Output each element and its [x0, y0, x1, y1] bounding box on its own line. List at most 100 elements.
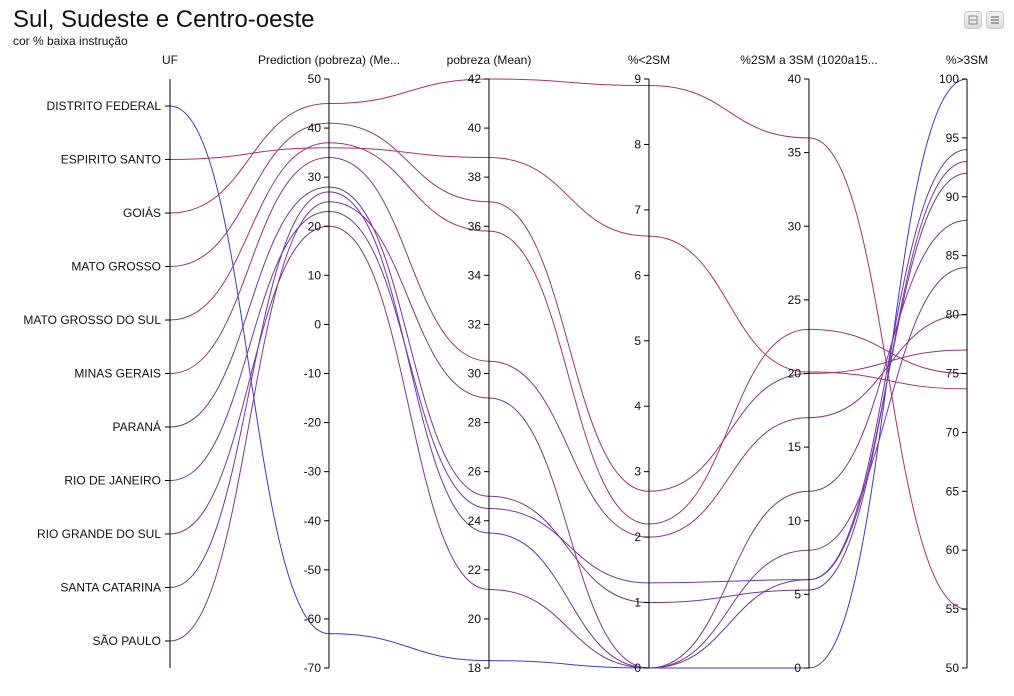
axis-title[interactable]: %>3SM: [946, 53, 988, 67]
tick-label: 20: [308, 219, 322, 233]
axis-uf: UF DISTRITO FEDERAL ESPIRITO SANTO GOIÁS MAT…: [23, 53, 178, 668]
category-label: SANTA CATARINA: [60, 581, 161, 595]
tick-label: 35: [788, 146, 802, 160]
axis-pob: pobreza (Mean) 42 40 38 36 34 32 30 28 26 24 22 20 18: [447, 53, 532, 675]
axis-mid: %2SM a 3SM (1020a15... 40 35 30 25 20 15 10 5 0: [740, 53, 877, 675]
tick-label: 9: [634, 72, 641, 86]
series-line-9[interactable]: [169, 149, 968, 669]
axis-title[interactable]: pobreza (Mean): [447, 53, 532, 67]
tick-label: 50: [946, 661, 960, 675]
tick-label: 8: [634, 137, 641, 151]
tick-label: 15: [788, 440, 802, 454]
tick-label: 0: [314, 317, 321, 331]
tick-label: -20: [304, 416, 322, 430]
category-label: MATO GROSSO: [71, 260, 161, 274]
tick-label: 70: [946, 425, 960, 439]
tick-label: 75: [946, 367, 960, 381]
hamburger-menu-icon: [991, 16, 999, 24]
axes: UF DISTRITO FEDERAL ESPIRITO SANTO GOIÁS MAT…: [23, 53, 988, 675]
tick-label: -50: [304, 563, 322, 577]
tick-label: 50: [308, 72, 322, 86]
tick-label: -10: [304, 367, 322, 381]
tick-label: 65: [946, 484, 960, 498]
tick-label: 90: [946, 190, 960, 204]
tick-label: 26: [468, 465, 482, 479]
axis-title[interactable]: UF: [162, 53, 178, 67]
tick-label: 60: [946, 543, 960, 557]
menu-button[interactable]: [986, 11, 1004, 29]
minimize-icon: [968, 15, 978, 25]
tick-label: 30: [308, 170, 322, 184]
chart-toolbar: [964, 11, 1004, 29]
tick-label: 5: [794, 587, 801, 601]
tick-label: 0: [794, 661, 801, 675]
series-line-2[interactable]: [169, 78, 968, 610]
tick-label: 42: [468, 72, 482, 86]
axis-title[interactable]: %2SM a 3SM (1020a15...: [740, 53, 877, 67]
tick-label: 80: [946, 308, 960, 322]
tick-label: 24: [468, 514, 482, 528]
axis-pred: Prediction (pobreza) (Me... 50 40 30 20 10 0 -1…: [258, 53, 400, 675]
category-label: MATO GROSSO DO SUL: [23, 313, 161, 327]
tick-label: 40: [308, 121, 322, 135]
series-line-4[interactable]: [169, 142, 968, 525]
category-label: ESPIRITO SANTO: [61, 153, 161, 167]
series-line-5[interactable]: [169, 157, 968, 538]
axis-title[interactable]: Prediction (pobreza) (Me...: [258, 53, 400, 67]
axis-gt3: %>3SM 100 95 90 85 80 75 70 65 60 55 50: [939, 53, 988, 675]
tick-label: 0: [634, 661, 641, 675]
series-line-6[interactable]: [169, 160, 968, 604]
tick-label: 4: [634, 399, 641, 413]
tick-label: 1: [634, 596, 641, 610]
category-label: PARANÁ: [113, 419, 161, 434]
axis-lt2: %<2SM 9 8 7 6 5 4 3 2 1 0: [628, 53, 670, 675]
tick-label: 28: [468, 416, 482, 430]
tick-label: 85: [946, 249, 960, 263]
tick-label: 10: [788, 514, 802, 528]
tick-label: -70: [304, 661, 322, 675]
axis-title[interactable]: %<2SM: [628, 53, 670, 67]
tick-label: 22: [468, 563, 482, 577]
tick-label: 34: [468, 268, 482, 282]
tick-label: 6: [634, 268, 641, 282]
tick-label: 32: [468, 317, 482, 331]
chart-title: Sul, Sudeste e Centro-oeste: [13, 6, 315, 33]
category-label: RIO GRANDE DO SUL: [37, 527, 161, 541]
tick-label: 3: [634, 465, 641, 479]
tick-label: 55: [946, 602, 960, 616]
tick-label: -60: [304, 612, 322, 626]
tick-label: 20: [468, 612, 482, 626]
chart-subtitle: cor % baixa instrução: [13, 34, 128, 48]
tick-label: 100: [939, 72, 959, 86]
tick-label: 38: [468, 170, 482, 184]
tick-label: 36: [468, 219, 482, 233]
tick-label: 40: [788, 72, 802, 86]
tick-label: 40: [468, 121, 482, 135]
series-line-0[interactable]: [169, 78, 968, 669]
tick-label: 30: [468, 367, 482, 381]
category-label: GOIÁS: [123, 205, 161, 220]
tick-label: 25: [788, 293, 802, 307]
tick-label: 20: [788, 367, 802, 381]
minimize-button[interactable]: [964, 11, 982, 29]
tick-label: -30: [304, 465, 322, 479]
category-label: DISTRITO FEDERAL: [47, 99, 162, 113]
series-line-1[interactable]: [169, 147, 968, 390]
tick-label: 10: [308, 268, 322, 282]
tick-label: 7: [634, 203, 641, 217]
category-label: RIO DE JANEIRO: [64, 474, 161, 488]
series-line-7[interactable]: [169, 172, 968, 584]
series-lines: [169, 78, 968, 669]
series-line-3[interactable]: [169, 122, 968, 492]
tick-label: 2: [634, 530, 641, 544]
tick-label: 95: [946, 131, 960, 145]
tick-label: 30: [788, 219, 802, 233]
category-label: MINAS GERAIS: [74, 367, 161, 381]
series-line-8[interactable]: [169, 219, 968, 669]
tick-label: 18: [468, 661, 482, 675]
category-label: SÃO PAULO: [93, 634, 161, 648]
tick-label: -40: [304, 514, 322, 528]
series-line-10[interactable]: [169, 201, 968, 669]
tick-label: 5: [634, 334, 641, 348]
